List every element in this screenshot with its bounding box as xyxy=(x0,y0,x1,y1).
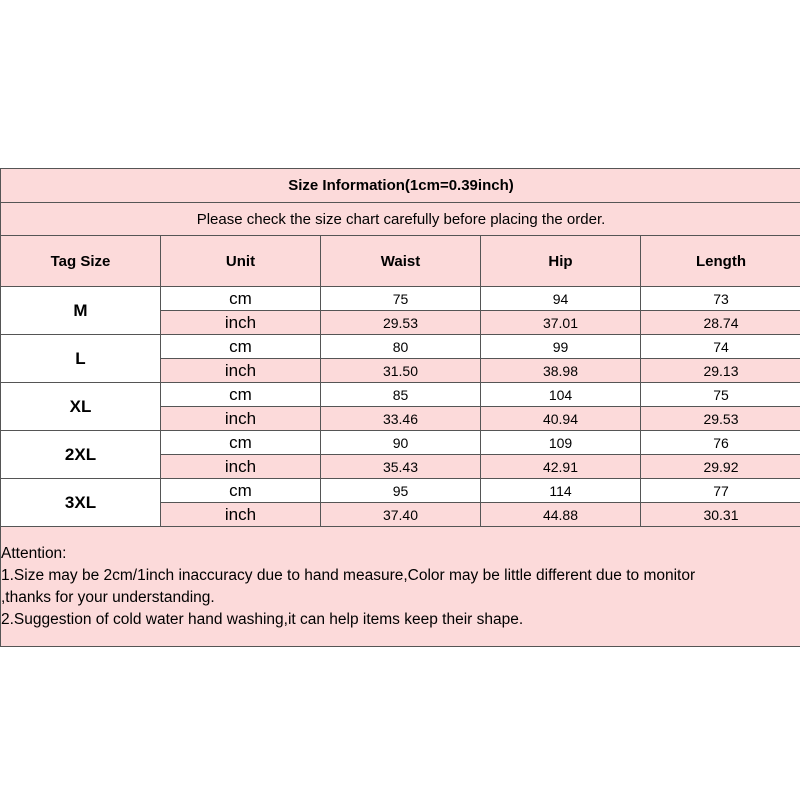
table-row-inch: inch 37.40 44.88 30.31 xyxy=(1,502,800,527)
table-row-inch: inch 33.46 40.94 29.53 xyxy=(1,406,800,431)
attention-note: Attention: 1.Size may be 2cm/1inch inacc… xyxy=(0,526,800,647)
hip-cell: 94 xyxy=(480,286,641,311)
header-hip: Hip xyxy=(480,235,641,287)
table-subtitle: Please check the size chart carefully be… xyxy=(0,202,800,236)
tag-size-cell: L xyxy=(0,334,161,383)
header-unit: Unit xyxy=(160,235,321,287)
tag-size-cell: M xyxy=(0,286,161,335)
unit-cell: cm xyxy=(160,430,321,455)
length-cell: 74 xyxy=(640,334,800,359)
waist-cell: 33.46 xyxy=(320,406,481,431)
hip-cell: 99 xyxy=(480,334,641,359)
table-row-cm: 2XL cm 90 109 76 xyxy=(0,430,800,479)
hip-cell: 44.88 xyxy=(480,502,641,527)
length-cell: 29.53 xyxy=(640,406,800,431)
hip-cell: 40.94 xyxy=(480,406,641,431)
waist-cell: 85 xyxy=(320,382,481,407)
attention-line-3: 2.Suggestion of cold water hand washing,… xyxy=(1,611,524,628)
table-row-cm: 3XL cm 95 114 77 xyxy=(0,478,800,527)
size-chart: Size Information(1cm=0.39inch) Please ch… xyxy=(0,168,800,647)
unit-cell: cm xyxy=(160,478,321,503)
table-row-inch: inch 31.50 38.98 29.13 xyxy=(1,358,800,383)
waist-cell: 31.50 xyxy=(320,358,481,383)
size-table: Size Information(1cm=0.39inch) Please ch… xyxy=(0,168,800,647)
length-cell: 75 xyxy=(640,382,800,407)
table-title: Size Information(1cm=0.39inch) xyxy=(0,168,800,203)
length-cell: 29.13 xyxy=(640,358,800,383)
unit-cell: inch xyxy=(160,310,321,335)
header-length: Length xyxy=(640,235,800,287)
waist-cell: 75 xyxy=(320,286,481,311)
waist-cell: 35.43 xyxy=(320,454,481,479)
tag-size-cell: XL xyxy=(0,382,161,431)
attention-line-2: ,thanks for your understanding. xyxy=(1,589,215,606)
unit-cell: inch xyxy=(160,454,321,479)
hip-cell: 42.91 xyxy=(480,454,641,479)
waist-cell: 95 xyxy=(320,478,481,503)
hip-cell: 109 xyxy=(480,430,641,455)
attention-heading: Attention: xyxy=(1,545,67,562)
header-tag-size: Tag Size xyxy=(0,235,161,287)
header-row: Tag Size Unit Waist Hip Length xyxy=(0,235,800,287)
unit-cell: inch xyxy=(160,358,321,383)
attention-line-1: 1.Size may be 2cm/1inch inaccuracy due t… xyxy=(1,567,696,584)
hip-cell: 37.01 xyxy=(480,310,641,335)
waist-cell: 80 xyxy=(320,334,481,359)
length-cell: 30.31 xyxy=(640,502,800,527)
hip-cell: 114 xyxy=(480,478,641,503)
waist-cell: 37.40 xyxy=(320,502,481,527)
hip-cell: 104 xyxy=(480,382,641,407)
unit-cell: cm xyxy=(160,334,321,359)
length-cell: 77 xyxy=(640,478,800,503)
length-cell: 28.74 xyxy=(640,310,800,335)
hip-cell: 38.98 xyxy=(480,358,641,383)
waist-cell: 90 xyxy=(320,430,481,455)
unit-cell: inch xyxy=(160,406,321,431)
tag-size-cell: 3XL xyxy=(0,478,161,527)
unit-cell: inch xyxy=(160,502,321,527)
length-cell: 29.92 xyxy=(640,454,800,479)
table-row-cm: XL cm 85 104 75 xyxy=(0,382,800,431)
length-cell: 73 xyxy=(640,286,800,311)
header-waist: Waist xyxy=(320,235,481,287)
table-row-inch: inch 35.43 42.91 29.92 xyxy=(1,454,800,479)
tag-size-cell: 2XL xyxy=(0,430,161,479)
waist-cell: 29.53 xyxy=(320,310,481,335)
unit-cell: cm xyxy=(160,286,321,311)
unit-cell: cm xyxy=(160,382,321,407)
length-cell: 76 xyxy=(640,430,800,455)
table-row-inch: inch 29.53 37.01 28.74 xyxy=(1,310,800,335)
